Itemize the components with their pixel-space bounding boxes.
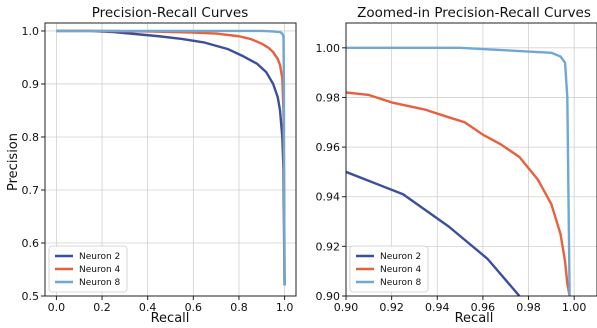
panel-zoomed-precision-recall: Zoomed-in Precision-Recall Curves Recall…: [316, 5, 597, 326]
ticks: 0.0 0.2 0.4 0.6 0.8 1.0 0.5 0.6 0.7 0.8 0.9 1.0: [22, 25, 294, 314]
x-tick-label: 1.00: [562, 301, 587, 314]
series-line: [346, 46, 571, 296]
chart-title: Zoomed-in Precision-Recall Curves: [357, 5, 591, 21]
x-tick-label: 0.92: [379, 301, 404, 314]
x-tick-label: 0.6: [185, 301, 203, 314]
legend-box: [349, 245, 429, 293]
legend-label: Neuron 4: [79, 265, 121, 275]
y-tick-label: 0.92: [316, 240, 341, 253]
series-line: [346, 91, 571, 296]
y-axis-label: Precision: [6, 133, 21, 191]
legend-label: Neuron 2: [79, 252, 120, 262]
y-tick-label: 0.9: [22, 78, 40, 91]
x-tick-label: 0.96: [471, 301, 496, 314]
y-tick-label: 1.00: [316, 42, 341, 55]
x-tick-label: 0.90: [334, 301, 359, 314]
plot-frame: [44, 22, 297, 297]
x-tick-label: 1.0: [276, 301, 294, 314]
y-tick-label: 0.8: [22, 131, 40, 144]
y-tick-label: 1.0: [22, 25, 40, 38]
y-tick-label: 0.7: [22, 184, 40, 197]
legend-label: Neuron 8: [79, 278, 121, 288]
series-group: [56, 29, 286, 286]
y-tick-label: 0.90: [316, 290, 341, 303]
legend-box: [48, 245, 128, 293]
plot-frame: [345, 22, 597, 297]
ticks: 0.90 0.92 0.94 0.96 0.98 1.00 0.90 0.92 0.94 0.96…: [316, 42, 587, 314]
y-tick-label: 0.6: [22, 237, 40, 250]
y-tick-label: 0.96: [316, 141, 341, 154]
x-axis-label: Recall: [151, 311, 190, 326]
legend: Neuron 2 Neuron 4 Neuron 8: [48, 245, 128, 293]
x-tick-label: 0.0: [48, 301, 66, 314]
y-tick-label: 0.94: [316, 191, 341, 204]
series-line: [56, 29, 286, 286]
legend: Neuron 2 Neuron 4 Neuron 8: [349, 245, 429, 293]
series-line: [56, 29, 286, 286]
x-tick-label: 0.8: [230, 301, 248, 314]
series-line: [346, 170, 521, 296]
legend-label: Neuron 8: [380, 278, 422, 288]
x-tick-label: 0.98: [516, 301, 541, 314]
y-tick-label: 0.5: [22, 290, 40, 303]
x-tick-label: 0.4: [139, 301, 157, 314]
y-tick-label: 0.98: [316, 91, 341, 104]
panel-precision-recall: Precision-Recall Curves Recall Precision…: [6, 5, 297, 326]
series-group: [346, 46, 571, 296]
chart-title: Precision-Recall Curves: [92, 5, 249, 21]
x-tick-label: 0.2: [93, 301, 111, 314]
x-axis-label: Recall: [455, 311, 494, 326]
legend-label: Neuron 4: [380, 265, 422, 275]
legend-label: Neuron 2: [380, 252, 421, 262]
x-tick-label: 0.94: [425, 301, 450, 314]
